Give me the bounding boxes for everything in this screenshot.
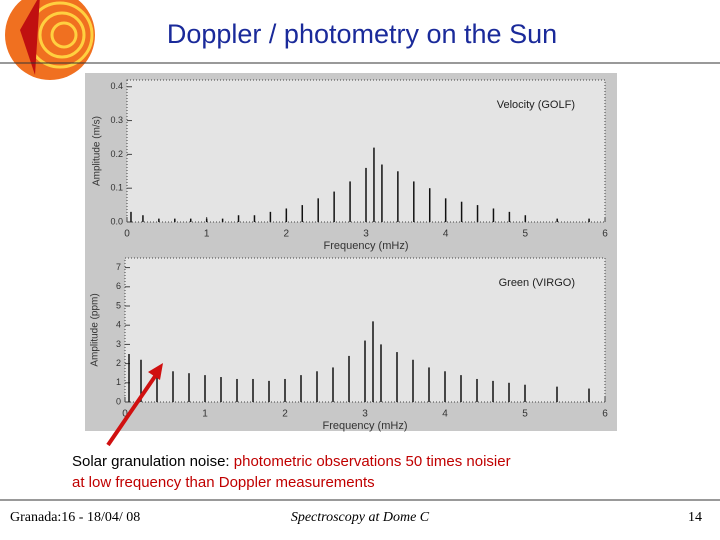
x-tick-label: 6 bbox=[602, 229, 608, 240]
footer-center: Spectroscopy at Dome C bbox=[291, 510, 430, 525]
sun-logo bbox=[5, 0, 95, 80]
x-tick-label: 2 bbox=[284, 229, 290, 240]
x-tick-label: 0 bbox=[124, 229, 130, 240]
y-axis-label: Amplitude (ppm) bbox=[90, 293, 101, 366]
legend-label: Velocity (GOLF) bbox=[497, 99, 575, 111]
x-tick-label: 3 bbox=[362, 409, 368, 420]
legend-label: Green (VIRGO) bbox=[499, 277, 575, 289]
footer-right: 14 bbox=[688, 510, 702, 525]
x-tick-label: 0 bbox=[122, 409, 128, 420]
slide-title: Doppler / photometry on the Sun bbox=[167, 19, 557, 49]
x-tick-label: 5 bbox=[522, 409, 528, 420]
x-tick-label: 5 bbox=[523, 229, 529, 240]
y-tick-label: 0.0 bbox=[110, 216, 123, 226]
arrow bbox=[106, 370, 160, 447]
annotation-highlight: photometric observations 50 times noisie… bbox=[234, 453, 511, 470]
y-tick-label: 0.3 bbox=[110, 115, 123, 125]
y-tick-label: 4 bbox=[116, 320, 121, 330]
y-tick-label: 0 bbox=[116, 396, 121, 406]
x-tick-label: 4 bbox=[442, 409, 448, 420]
y-tick-label: 0.4 bbox=[110, 81, 123, 91]
y-tick-label: 0.2 bbox=[110, 149, 123, 159]
y-tick-label: 6 bbox=[116, 281, 121, 291]
x-tick-label: 6 bbox=[602, 409, 608, 420]
x-tick-label: 2 bbox=[282, 409, 288, 420]
y-tick-label: 7 bbox=[116, 262, 121, 272]
y-tick-label: 5 bbox=[116, 300, 121, 310]
annotation-prefix: Solar granulation noise: bbox=[72, 453, 230, 470]
footer-left: Granada:16 - 18/04/ 08 bbox=[10, 510, 140, 525]
y-tick-label: 0.1 bbox=[110, 183, 123, 193]
x-tick-label: 4 bbox=[443, 229, 449, 240]
y-tick-label: 1 bbox=[116, 377, 121, 387]
y-axis-label: Amplitude (m/s) bbox=[92, 116, 103, 186]
x-axis-label: Frequency (mHz) bbox=[323, 420, 408, 432]
arrow-head bbox=[148, 363, 163, 380]
y-tick-label: 3 bbox=[116, 339, 121, 349]
x-tick-label: 1 bbox=[204, 229, 210, 240]
x-tick-label: 1 bbox=[202, 409, 208, 420]
x-tick-label: 3 bbox=[363, 229, 369, 240]
y-tick-label: 2 bbox=[116, 358, 121, 368]
annotation: Solar granulation noise: photometric obs… bbox=[72, 453, 511, 470]
annotation-line: at low frequency than Doppler measuremen… bbox=[72, 474, 375, 491]
x-axis-label: Frequency (mHz) bbox=[324, 240, 409, 252]
